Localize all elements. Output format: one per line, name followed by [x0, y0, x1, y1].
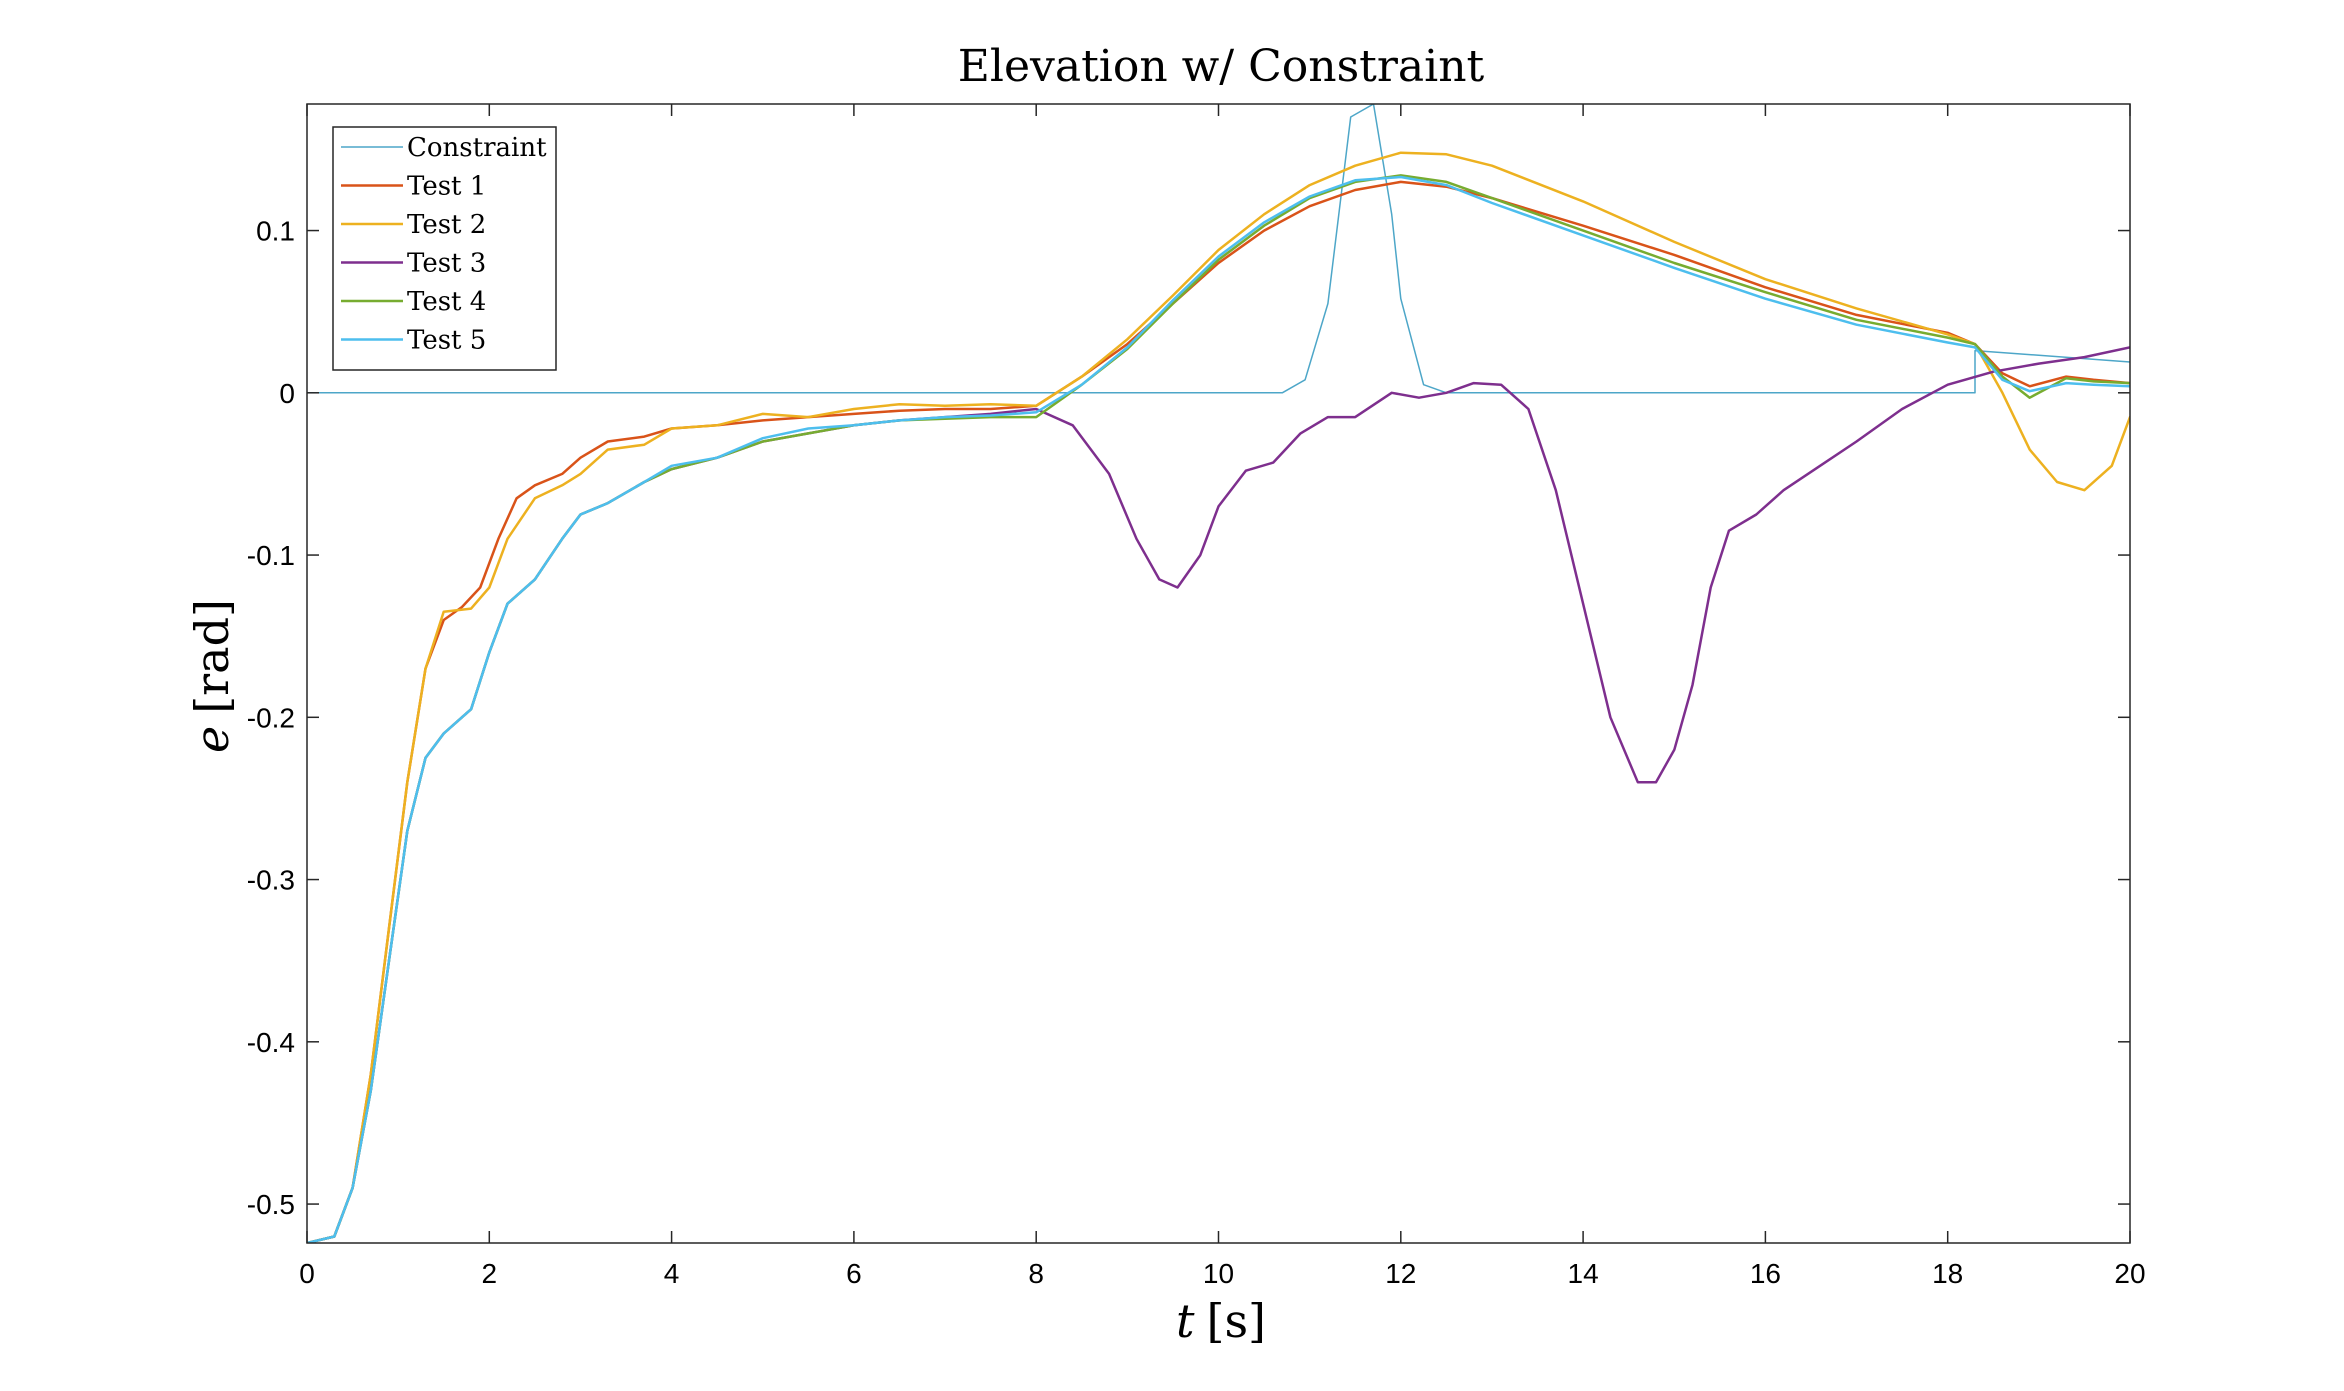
x-tick-label: 4 [664, 1258, 680, 1289]
y-tick-label: 0.1 [256, 216, 295, 247]
x-tick-label: 0 [299, 1258, 315, 1289]
y-axis-label: e [rad] [185, 599, 239, 753]
legend-label: Test 3 [407, 249, 486, 279]
legend-label: Test 2 [407, 210, 486, 240]
x-axis-label: t [s] [1176, 1294, 1266, 1348]
plot-area: 0 2 4 6 8 10 12 14 16 18 20 -0.5 -0.4 -0.3 -0.2 -0.1 0 0.… [247, 103, 2146, 1289]
legend-label: Constraint [407, 133, 547, 163]
plot-background [307, 104, 2130, 1243]
y-tick-label: -0.2 [247, 702, 295, 733]
chart-title: Elevation w/ Constraint [958, 41, 1485, 92]
x-tick-label: 10 [1203, 1258, 1234, 1289]
series-line-test-2 [307, 151, 2130, 1243]
y-tick-label: -0.1 [247, 540, 295, 571]
legend: Constraint Test 1 Test 2 Test 3 Test 4 Test 5 [332, 126, 557, 371]
y-axis-variable: e [185, 726, 239, 753]
y-tick-label: -0.5 [247, 1189, 295, 1220]
x-tick-label: 16 [1750, 1258, 1781, 1289]
y-tick-label: 0 [279, 378, 295, 409]
y-tick-label: -0.3 [247, 865, 295, 896]
x-tick-label: 2 [482, 1258, 498, 1289]
legend-label: Test 5 [407, 326, 486, 356]
x-tick-label: 14 [1568, 1258, 1599, 1289]
legend-label: Test 4 [407, 287, 486, 317]
x-axis-unit: [s] [1207, 1294, 1267, 1348]
series-line-test-5 [307, 175, 2130, 1243]
series-layer [307, 104, 2130, 1243]
legend-box [332, 126, 557, 371]
x-tick-label: 8 [1028, 1258, 1044, 1289]
legend-label: Test 1 [407, 172, 486, 202]
ticks-layer: 0 2 4 6 8 10 12 14 16 18 20 -0.5 -0.4 -0.3 -0.2 -0.1 0 0.… [247, 104, 2146, 1289]
x-tick-label: 18 [1932, 1258, 1963, 1289]
x-tick-label: 6 [846, 1258, 862, 1289]
x-axis-variable: t [1176, 1294, 1195, 1348]
legend-items: Constraint Test 1 Test 2 Test 3 Test 4 Test 5 [341, 133, 547, 356]
x-tick-label: 20 [2114, 1258, 2145, 1289]
series-line-constraint [307, 104, 2130, 394]
y-axis-unit: [rad] [185, 599, 239, 714]
x-tick-label: 12 [1385, 1258, 1416, 1289]
y-tick-label: -0.4 [247, 1027, 295, 1058]
